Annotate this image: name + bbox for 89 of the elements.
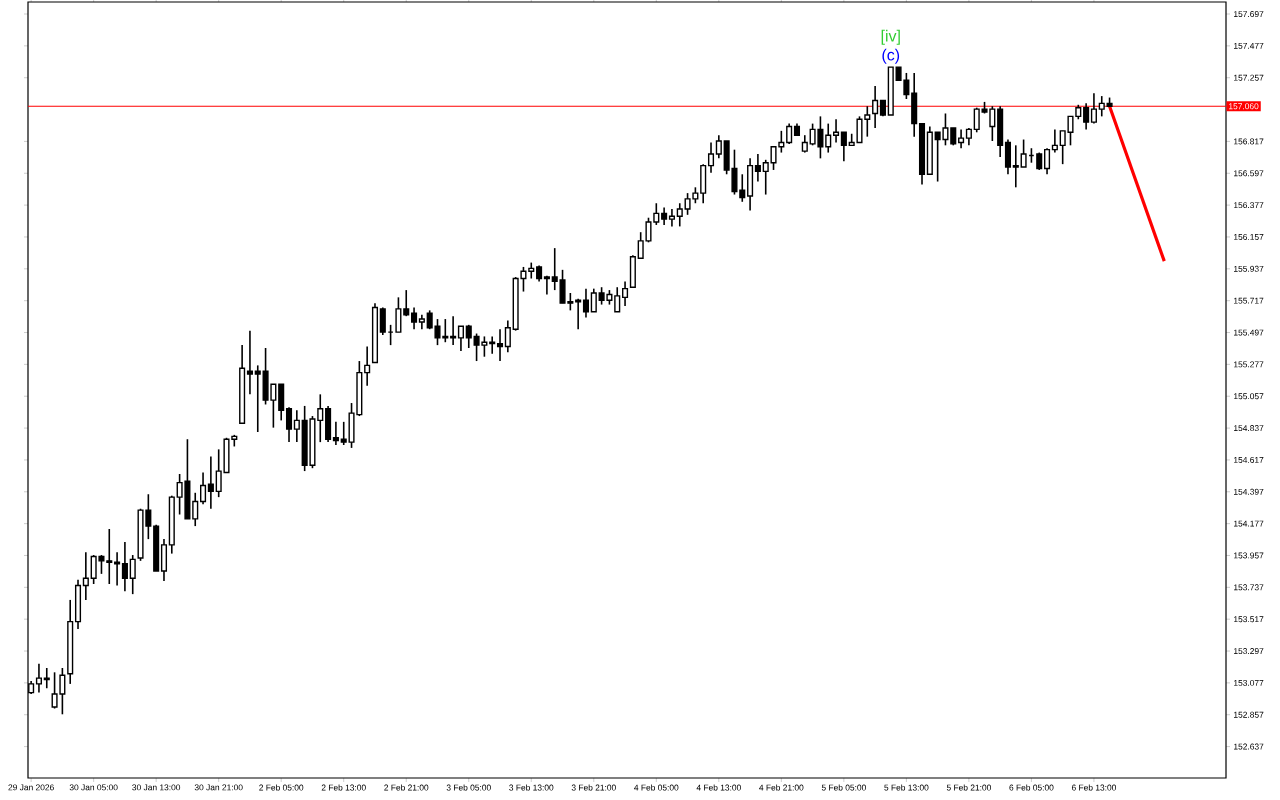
candlestick	[395, 296, 402, 333]
y-tick-label: 153.517	[1234, 616, 1264, 623]
x-tick-label: 6 Feb 05:00	[1009, 784, 1054, 791]
y-tick-label: 155.717	[1234, 297, 1264, 304]
y-tick-label: 157.697	[1234, 11, 1264, 17]
candlestick	[590, 287, 597, 313]
candlestick	[1012, 144, 1019, 189]
candlestick	[43, 667, 50, 690]
y-tick-label: 155.057	[1234, 393, 1264, 400]
x-tick-label: 2 Feb 21:00	[384, 784, 429, 791]
candlestick	[82, 551, 89, 601]
candlestick	[676, 202, 683, 228]
y-tick-label: 156.377	[1234, 202, 1264, 209]
y-tick-label: 154.177	[1234, 520, 1264, 527]
candlestick	[207, 455, 214, 510]
y-tick-label: 156.817	[1234, 138, 1264, 145]
x-tick-label: 5 Feb 13:00	[884, 784, 929, 791]
candlestick	[786, 122, 793, 145]
candlestick	[129, 554, 136, 595]
candlestick	[379, 306, 386, 336]
candlestick	[833, 118, 840, 144]
candlestick	[668, 208, 675, 228]
x-tick-label: 4 Feb 05:00	[634, 784, 679, 791]
y-tick-label: 157.477	[1234, 42, 1264, 49]
candlestick	[35, 662, 42, 694]
candlestick	[715, 134, 722, 160]
x-tick-label: 30 Jan 05:00	[69, 784, 118, 791]
candlestick	[450, 315, 457, 346]
x-tick-label: 2 Feb 05:00	[259, 784, 304, 791]
candlestick	[192, 491, 199, 527]
candlestick	[457, 325, 464, 352]
candlestick	[614, 286, 621, 313]
candlestick	[465, 324, 472, 349]
y-tick-label: 153.297	[1234, 648, 1264, 655]
x-tick-label: 2 Feb 13:00	[321, 784, 366, 791]
candlestick	[411, 306, 418, 330]
candlestick	[121, 541, 128, 593]
y-tick-label: 153.957	[1234, 552, 1264, 559]
candlestick	[1044, 147, 1051, 176]
candlestick	[364, 345, 371, 387]
candlestick	[1051, 128, 1058, 154]
y-tick-label: 153.737	[1234, 584, 1264, 591]
y-tick-label: 154.837	[1234, 425, 1264, 432]
x-tick-label: 3 Feb 13:00	[509, 784, 554, 791]
annotation: (c)	[882, 48, 900, 64]
candlestick	[1098, 95, 1105, 118]
y-tick-label: 152.857	[1234, 711, 1264, 718]
x-tick-label: 3 Feb 05:00	[446, 784, 491, 791]
candlestick	[200, 471, 207, 506]
candlestick	[504, 319, 511, 354]
candlestick	[254, 364, 261, 433]
y-tick-label: 157.257	[1234, 74, 1264, 81]
candlestick	[403, 289, 410, 317]
candlestick	[707, 141, 715, 174]
y-tick-label: 155.497	[1234, 329, 1264, 336]
candlestick	[825, 122, 832, 154]
y-tick-label: 155.277	[1234, 361, 1264, 368]
y-tick-label: 154.397	[1234, 488, 1264, 495]
x-tick-label: 4 Feb 13:00	[696, 784, 741, 791]
candlestick	[1020, 138, 1027, 168]
y-tick-label: 154.617	[1234, 456, 1264, 463]
y-tick-label: 153.077	[1234, 679, 1264, 686]
candlestick	[285, 406, 293, 443]
x-tick-label: 5 Feb 05:00	[821, 784, 866, 791]
y-tick-label: 152.637	[1234, 743, 1264, 750]
candlestick	[293, 409, 300, 443]
candlestick	[1090, 92, 1097, 125]
x-tick-label: 30 Jan 21:00	[194, 784, 243, 791]
ref-line-label: 157.060	[1229, 103, 1259, 110]
x-tick-label: 6 Feb 13:00	[1071, 784, 1117, 791]
y-tick-label: 155.937	[1234, 265, 1264, 272]
candlestick	[332, 421, 339, 446]
x-tick-label: 4 Feb 21:00	[759, 784, 804, 791]
candlestick	[1083, 102, 1090, 131]
candlestick	[872, 85, 879, 129]
candlestick	[246, 329, 253, 396]
x-tick-label: 3 Feb 21:00	[571, 784, 616, 791]
candlestick	[840, 131, 847, 163]
y-tick-label: 156.597	[1234, 170, 1264, 177]
candlestick	[496, 328, 504, 362]
candlestick	[622, 280, 629, 307]
y-tick-label: 156.157	[1234, 234, 1264, 240]
annotation: [iv]	[881, 29, 900, 45]
candlestick	[958, 128, 965, 150]
x-tick-label: 29 Jan 2026	[8, 784, 54, 791]
x-tick-label: 30 Jan 13:00	[132, 784, 181, 791]
x-tick-label: 5 Feb 21:00	[946, 784, 991, 791]
candlestick	[582, 287, 590, 319]
candlestick	[754, 153, 761, 183]
